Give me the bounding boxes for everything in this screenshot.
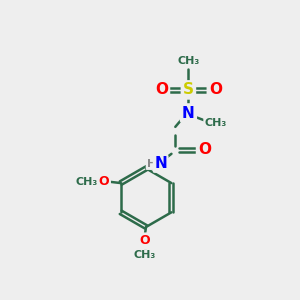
Text: H: H — [147, 159, 156, 169]
Text: O: O — [139, 234, 150, 247]
Text: O: O — [209, 82, 222, 98]
Text: CH₃: CH₃ — [177, 56, 200, 66]
Text: S: S — [183, 82, 194, 98]
Text: O: O — [198, 142, 211, 158]
Text: N: N — [182, 106, 195, 121]
Text: CH₃: CH₃ — [76, 176, 98, 187]
Text: O: O — [98, 175, 109, 188]
Text: CH₃: CH₃ — [205, 118, 227, 128]
Text: N: N — [154, 156, 167, 171]
Text: CH₃: CH₃ — [134, 250, 156, 260]
Text: O: O — [155, 82, 168, 98]
